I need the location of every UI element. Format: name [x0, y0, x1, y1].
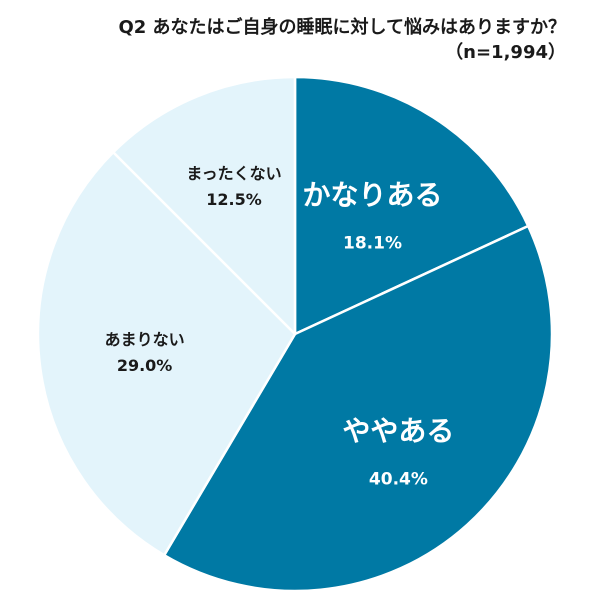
chart-title-block: Q2 あなたはご自身の睡眠に対して悩みはありますか？ （n=1,994） [0, 15, 566, 65]
pie-slice-1 [293, 75, 530, 336]
pie-slice-4 [112, 75, 297, 336]
pie-value-label-4: 12.5% [206, 190, 262, 209]
pie-value-label-3: 29.0% [117, 356, 173, 375]
pie-slice-3 [36, 151, 297, 557]
chart-subtitle: （n=1,994） [445, 42, 566, 63]
chart-title: Q2 あなたはご自身の睡眠に対して悩みはありますか？ [118, 17, 566, 38]
pie-value-label-1: 18.1% [343, 234, 402, 254]
pie-slice-2 [162, 224, 554, 593]
pie-label-4: まったくない [186, 164, 281, 183]
pie-label-3: あまりない [105, 330, 185, 349]
pie-label-2: ややある [342, 414, 454, 447]
pie-label-1: かなりある [302, 179, 442, 212]
pie-value-label-2: 40.4% [369, 469, 428, 489]
